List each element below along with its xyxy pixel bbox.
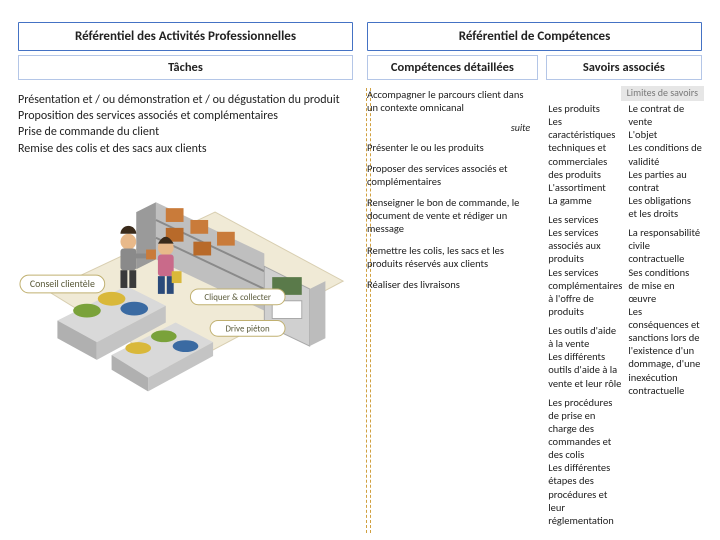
- sa-col-right: Le contrat de vente L'objet Les conditio…: [628, 102, 702, 533]
- col-savoirs-associes: Limites de savoirs Les produits Les cara…: [548, 88, 702, 533]
- illustration: Conseil clientèle Cliquer & collecter Dr…: [18, 171, 353, 401]
- header-competences: Référentiel de Compétences: [367, 22, 702, 51]
- sa-col-left: Les produits Les caractéristiques techni…: [548, 102, 622, 533]
- illustration-svg: Conseil clientèle Cliquer & collecter Dr…: [18, 171, 353, 401]
- subheader-taches: Tâches: [18, 55, 353, 80]
- cd-item-6: Réaliser des livraisons: [367, 278, 536, 291]
- cd-item-5: Remettre les colis, les sacs et les prod…: [367, 244, 536, 270]
- header-activities: Référentiel des Activités Professionnell…: [18, 22, 353, 51]
- subheader-comp-detail: Compétences détaillées: [367, 55, 538, 80]
- tasks-text: Présentation et / ou démonstration et / …: [18, 88, 353, 165]
- cd-item-3: Proposer des services associés et complé…: [367, 162, 536, 188]
- sa-left-3: Les outils d'aide à la vente Les différe…: [548, 324, 622, 390]
- sa-right-1: Le contrat de vente L'objet Les conditio…: [628, 102, 702, 220]
- badge-drive: Drive piéton: [225, 324, 269, 334]
- sa-left-2: Les services Les services associés aux p…: [548, 213, 622, 318]
- badge-conseil: Conseil clientèle: [30, 278, 95, 290]
- badge-cliquer: Cliquer & collecter: [204, 293, 271, 303]
- sa-right-2: La responsabilité civile contractuelle S…: [628, 226, 702, 397]
- cd-item-2: Présenter le ou les produits: [367, 141, 536, 154]
- col-competences-detaillees: Accompagner le parcours client dans un c…: [367, 88, 540, 533]
- limits-tag: Limites de savoirs: [621, 86, 704, 101]
- subheader-savoirs: Savoirs associés: [546, 55, 702, 80]
- cd-item-4: Renseigner le bon de commande, le docume…: [367, 196, 536, 235]
- cd-suite: suite: [367, 122, 530, 135]
- cd-item-1: Accompagner le parcours client dans un c…: [367, 88, 536, 114]
- sa-left-1: Les produits Les caractéristiques techni…: [548, 102, 622, 207]
- sa-left-4: Les procédures de prise en charge des co…: [548, 396, 622, 527]
